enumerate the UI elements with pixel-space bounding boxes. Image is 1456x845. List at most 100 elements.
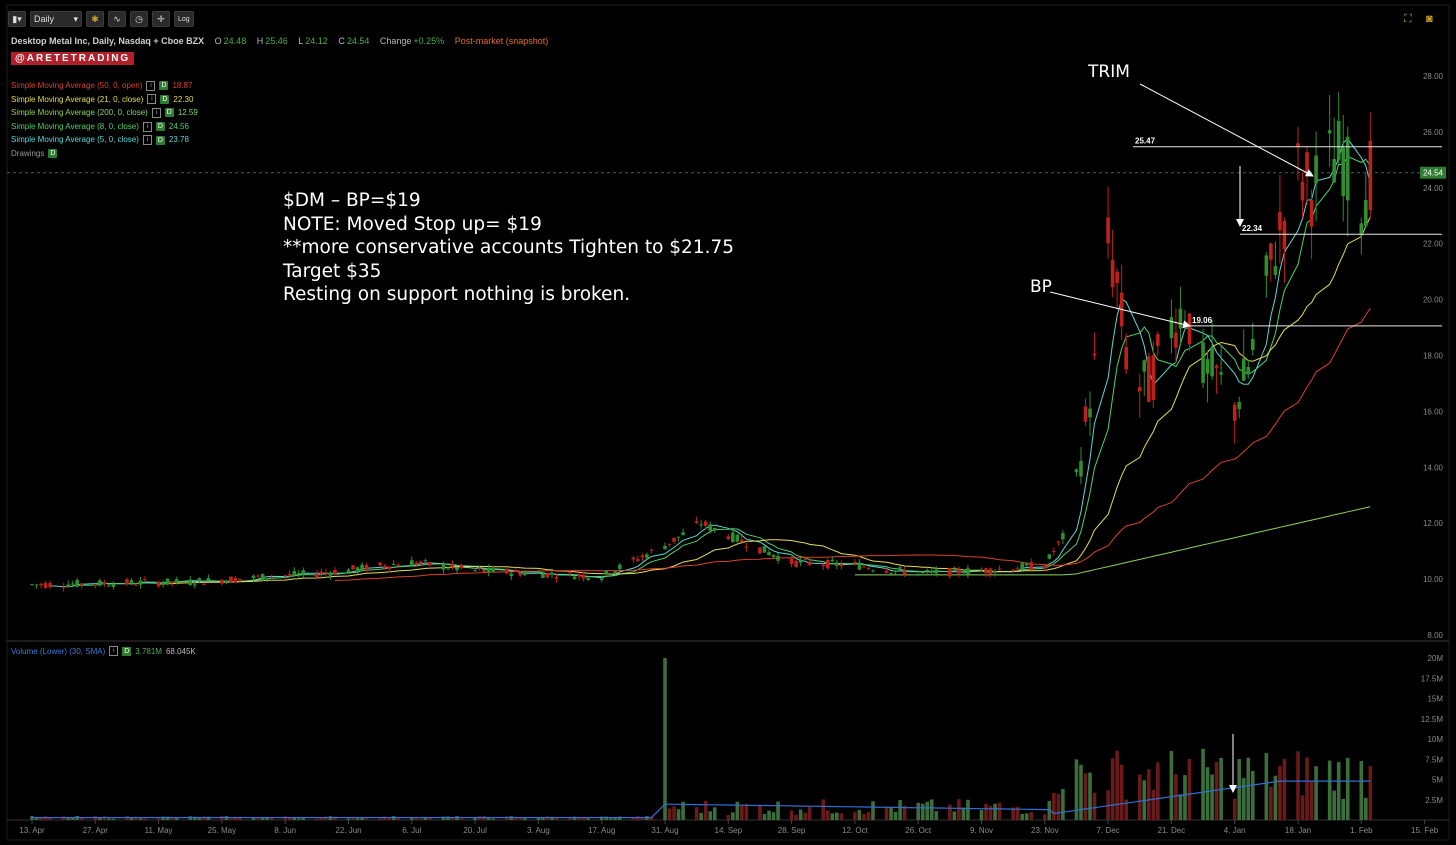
- candle-body: [703, 521, 708, 527]
- data-badge[interactable]: D: [164, 108, 174, 118]
- price-tick-label: 20.00: [1423, 296, 1444, 305]
- candle-body: [364, 564, 369, 571]
- symbol-header: Desktop Metal Inc, Daily, Nasdaq + Cboe …: [11, 36, 548, 46]
- candle-body: [672, 537, 676, 542]
- info-icon[interactable]: i: [109, 646, 119, 656]
- indicator-row[interactable]: Simple Moving Average (5, 0, close) i D 23.…: [11, 133, 198, 147]
- volume-bar: [1205, 767, 1210, 820]
- volume-bar: [1079, 764, 1083, 820]
- data-badge[interactable]: D: [159, 81, 169, 91]
- info-icon[interactable]: i: [146, 80, 156, 91]
- gear-icon: ✱: [91, 13, 99, 24]
- chart-type-button[interactable]: ▮▾: [8, 11, 26, 27]
- candle-body: [631, 557, 636, 560]
- x-tick-label: 17. Aug: [588, 826, 615, 835]
- volume-bar: [934, 811, 939, 820]
- indicator-row[interactable]: Simple Moving Average (50, 0, open) i D 18.…: [11, 79, 198, 93]
- volume-bar: [952, 811, 957, 820]
- indicator-button[interactable]: ∿: [108, 11, 126, 27]
- indicator-value: 18.87: [172, 81, 193, 90]
- info-icon[interactable]: i: [147, 94, 157, 105]
- candle-body: [857, 563, 862, 570]
- candle-body: [1115, 271, 1119, 284]
- candle-body: [450, 564, 455, 567]
- data-badge[interactable]: D: [155, 122, 165, 132]
- candle-body: [866, 568, 871, 570]
- candle-body: [1341, 147, 1346, 197]
- candle-body: [1043, 565, 1047, 569]
- candle-body: [1020, 563, 1024, 570]
- data-badge[interactable]: D: [48, 149, 58, 159]
- volume-bar: [740, 805, 744, 820]
- volume-bar: [1047, 800, 1052, 820]
- candle-body: [830, 559, 835, 562]
- candle-body: [898, 567, 902, 569]
- volume-bar: [1232, 798, 1237, 820]
- indicator-row[interactable]: Simple Moving Average (8, 0, close) i D 24.…: [11, 120, 198, 134]
- interval-select[interactable]: Daily ▾: [30, 11, 82, 27]
- info-icon[interactable]: i: [151, 107, 161, 118]
- candle-body: [220, 579, 224, 584]
- candle-body: [391, 563, 396, 565]
- volume-bar: [617, 816, 622, 820]
- candle-body: [419, 561, 423, 564]
- candle-body: [920, 571, 925, 573]
- candle-body: [491, 568, 495, 572]
- volume-bar: [676, 809, 681, 820]
- volume-bar: [138, 818, 143, 820]
- candle-body: [1137, 386, 1142, 392]
- candle-body: [948, 567, 952, 577]
- price-tick-label: 24.00: [1423, 184, 1444, 193]
- data-badge[interactable]: D: [122, 646, 132, 656]
- candle-body: [513, 569, 518, 572]
- volume-bar: [997, 802, 1002, 820]
- candle-body: [1201, 342, 1205, 383]
- info-icon[interactable]: i: [142, 121, 152, 132]
- candle-body: [161, 583, 165, 585]
- volume-tick-label: 10M: [1427, 735, 1443, 744]
- volume-bar: [1092, 792, 1097, 820]
- draw-button[interactable]: ✛: [152, 11, 170, 27]
- candle-body: [473, 570, 477, 572]
- candle-body: [1110, 259, 1115, 288]
- volume-bar: [957, 799, 961, 820]
- interval-label: Daily: [34, 14, 55, 24]
- indicator-row[interactable]: Simple Moving Average (21, 0, close) i D 22…: [11, 93, 198, 107]
- candle-body: [599, 578, 604, 581]
- indicator-value: 22.30: [173, 94, 194, 104]
- camera-icon[interactable]: ◙: [1426, 13, 1433, 25]
- candle-body: [550, 572, 554, 575]
- volume-legend[interactable]: Volume (Lower) (30, SMA) i D 3.781M 68.0…: [11, 646, 196, 656]
- level-label: 19.06: [1192, 316, 1213, 325]
- indicator-row[interactable]: Simple Moving Average (200, 0, close) i D 1…: [11, 106, 198, 120]
- info-icon[interactable]: i: [142, 135, 152, 146]
- time-button[interactable]: ◷: [130, 11, 148, 27]
- indicator-label: Simple Moving Average (21, 0, close): [11, 94, 144, 104]
- settings-button[interactable]: ✱: [86, 11, 104, 27]
- drawings-row[interactable]: Drawings D: [11, 147, 198, 161]
- candle-body: [1074, 469, 1079, 473]
- candle-body: [744, 546, 749, 548]
- candle-body: [789, 558, 794, 565]
- candle-body: [1300, 181, 1305, 201]
- data-badge[interactable]: D: [160, 94, 170, 104]
- volume-bar: [260, 817, 265, 820]
- candle-body: [966, 568, 970, 575]
- expand-icon[interactable]: ⛶: [1404, 13, 1412, 25]
- volume-bar: [604, 816, 609, 820]
- price-tick-label: 26.00: [1423, 128, 1444, 137]
- volume-bar: [129, 818, 134, 820]
- volume-bar: [378, 818, 382, 820]
- candle-body: [1359, 223, 1364, 236]
- candle-body: [102, 582, 107, 585]
- volume-bar: [1273, 775, 1278, 820]
- volume-bar: [821, 799, 826, 820]
- volume-bar: [966, 799, 970, 820]
- log-button[interactable]: Log: [174, 11, 194, 27]
- candle-body: [143, 579, 147, 581]
- data-badge[interactable]: D: [155, 135, 165, 145]
- candle-body: [1124, 347, 1128, 370]
- x-tick-label: 15. Feb: [1411, 826, 1439, 835]
- note-line: $DM – BP=$19: [283, 190, 421, 211]
